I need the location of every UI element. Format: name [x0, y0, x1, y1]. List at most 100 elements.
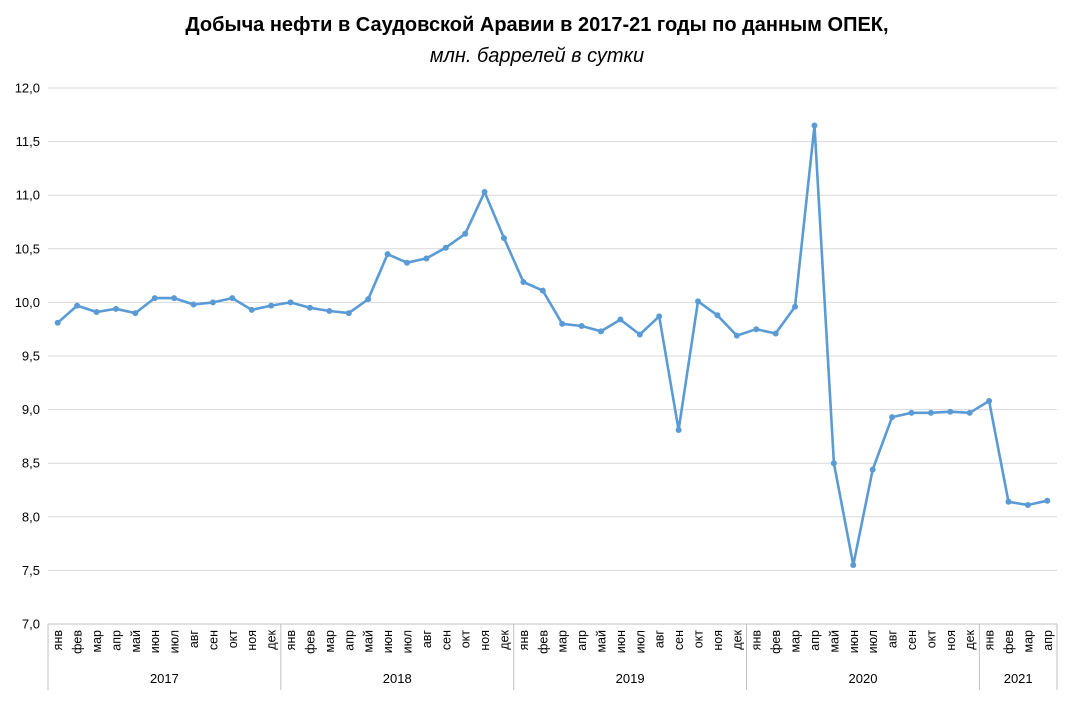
- y-tick-label: 8,5: [22, 456, 40, 471]
- data-point: [830, 460, 837, 467]
- data-point: [792, 303, 799, 310]
- data-point: [384, 251, 391, 258]
- series-line: [56, 124, 1049, 567]
- data-point: [539, 287, 546, 294]
- data-point: [365, 296, 372, 303]
- data-point: [190, 301, 197, 308]
- x-tick-label: апр: [575, 630, 589, 651]
- x-tick-label: июл: [168, 630, 182, 653]
- data-point: [889, 414, 896, 421]
- data-point: [171, 295, 178, 302]
- x-tick-label: фев: [536, 630, 550, 654]
- data-point: [656, 313, 663, 320]
- x-tick-label: дек: [497, 629, 511, 649]
- x-tick-label: окт: [459, 630, 473, 649]
- x-tick-label: июл: [866, 630, 880, 653]
- data-point: [268, 302, 275, 309]
- year-label: 2020: [849, 671, 878, 686]
- data-point: [345, 310, 352, 317]
- data-point: [442, 244, 449, 251]
- y-tick-label: 10,0: [15, 295, 40, 310]
- x-tick-label: апр: [808, 630, 822, 651]
- x-tick-label: фев: [1002, 630, 1016, 654]
- x-tick-label: фев: [769, 630, 783, 654]
- x-tick-label: май: [362, 630, 376, 653]
- data-point: [675, 426, 682, 433]
- data-point: [772, 330, 779, 337]
- data-point: [850, 562, 857, 569]
- data-point: [74, 302, 81, 309]
- x-tick-label: ноя: [478, 630, 492, 651]
- data-point: [986, 398, 993, 405]
- x-tick-label: окт: [226, 630, 240, 649]
- x-tick-label: янв: [517, 630, 531, 651]
- y-tick-label: 10,5: [15, 241, 40, 256]
- data-point: [695, 298, 702, 305]
- x-tick-label: сен: [439, 630, 453, 650]
- data-point: [500, 235, 507, 242]
- x-tick-label: июн: [381, 630, 395, 653]
- y-tick-label: 9,5: [22, 349, 40, 364]
- y-tick-label: 11,5: [16, 134, 40, 149]
- data-point: [462, 230, 469, 237]
- y-tick-label: 11,0: [16, 188, 40, 203]
- y-tick-label: 7,0: [22, 617, 40, 632]
- x-tick-label: ноя: [245, 630, 259, 651]
- data-point: [229, 295, 236, 302]
- x-tick-label: дек: [730, 629, 744, 649]
- x-tick-label: окт: [692, 630, 706, 649]
- x-tick-label: мар: [90, 630, 104, 653]
- data-point: [132, 310, 139, 317]
- year-label: 2018: [383, 671, 412, 686]
- x-tick-label: июл: [400, 630, 414, 653]
- x-tick-label: апр: [342, 630, 356, 651]
- data-point: [578, 322, 585, 329]
- data-point: [1005, 498, 1012, 505]
- x-tick-label: мар: [323, 630, 337, 653]
- data-point: [598, 328, 605, 335]
- x-tick-label: июл: [633, 630, 647, 653]
- x-tick-label: янв: [750, 630, 764, 651]
- x-tick-label: сен: [206, 630, 220, 650]
- y-tick-label: 9,0: [22, 402, 40, 417]
- x-tick-label: май: [129, 630, 143, 653]
- x-tick-label: авг: [420, 630, 434, 649]
- data-point: [636, 331, 643, 338]
- x-tick-label: янв: [284, 630, 298, 651]
- x-tick-label: апр: [1041, 630, 1055, 651]
- data-point: [326, 307, 333, 314]
- y-tick-label: 12,0: [15, 81, 40, 96]
- x-tick-label: янв: [983, 630, 997, 651]
- x-tick-label: июн: [847, 630, 861, 653]
- x-tick-label: ноя: [944, 630, 958, 651]
- x-tick-label: мар: [789, 630, 803, 653]
- data-point: [559, 320, 566, 327]
- chart-subtitle: млн. баррелей в сутки: [429, 45, 645, 67]
- data-point: [966, 409, 973, 416]
- x-tick-label: май: [595, 630, 609, 653]
- chart-title: Добыча нефти в Саудовской Аравии в 2017-…: [185, 14, 889, 36]
- data-point: [869, 466, 876, 473]
- x-tick-label: ноя: [711, 630, 725, 651]
- data-point: [753, 326, 760, 333]
- data-point: [1024, 502, 1031, 509]
- x-tick-label: дек: [265, 629, 279, 649]
- y-tick-label: 7,5: [22, 563, 40, 578]
- x-tick-label: май: [827, 630, 841, 653]
- data-point: [93, 309, 100, 316]
- data-point: [287, 299, 294, 306]
- data-point: [617, 316, 624, 323]
- x-tick-label: сен: [905, 630, 919, 650]
- x-tick-label: авг: [653, 630, 667, 649]
- data-point: [54, 319, 61, 326]
- x-tick-label: окт: [924, 630, 938, 649]
- data-point: [927, 409, 934, 416]
- year-label: 2017: [150, 671, 179, 686]
- data-point: [481, 188, 488, 195]
- data-point: [248, 306, 255, 313]
- data-point: [151, 295, 158, 302]
- data-point: [947, 408, 954, 415]
- data-point: [811, 122, 818, 129]
- data-point: [908, 409, 915, 416]
